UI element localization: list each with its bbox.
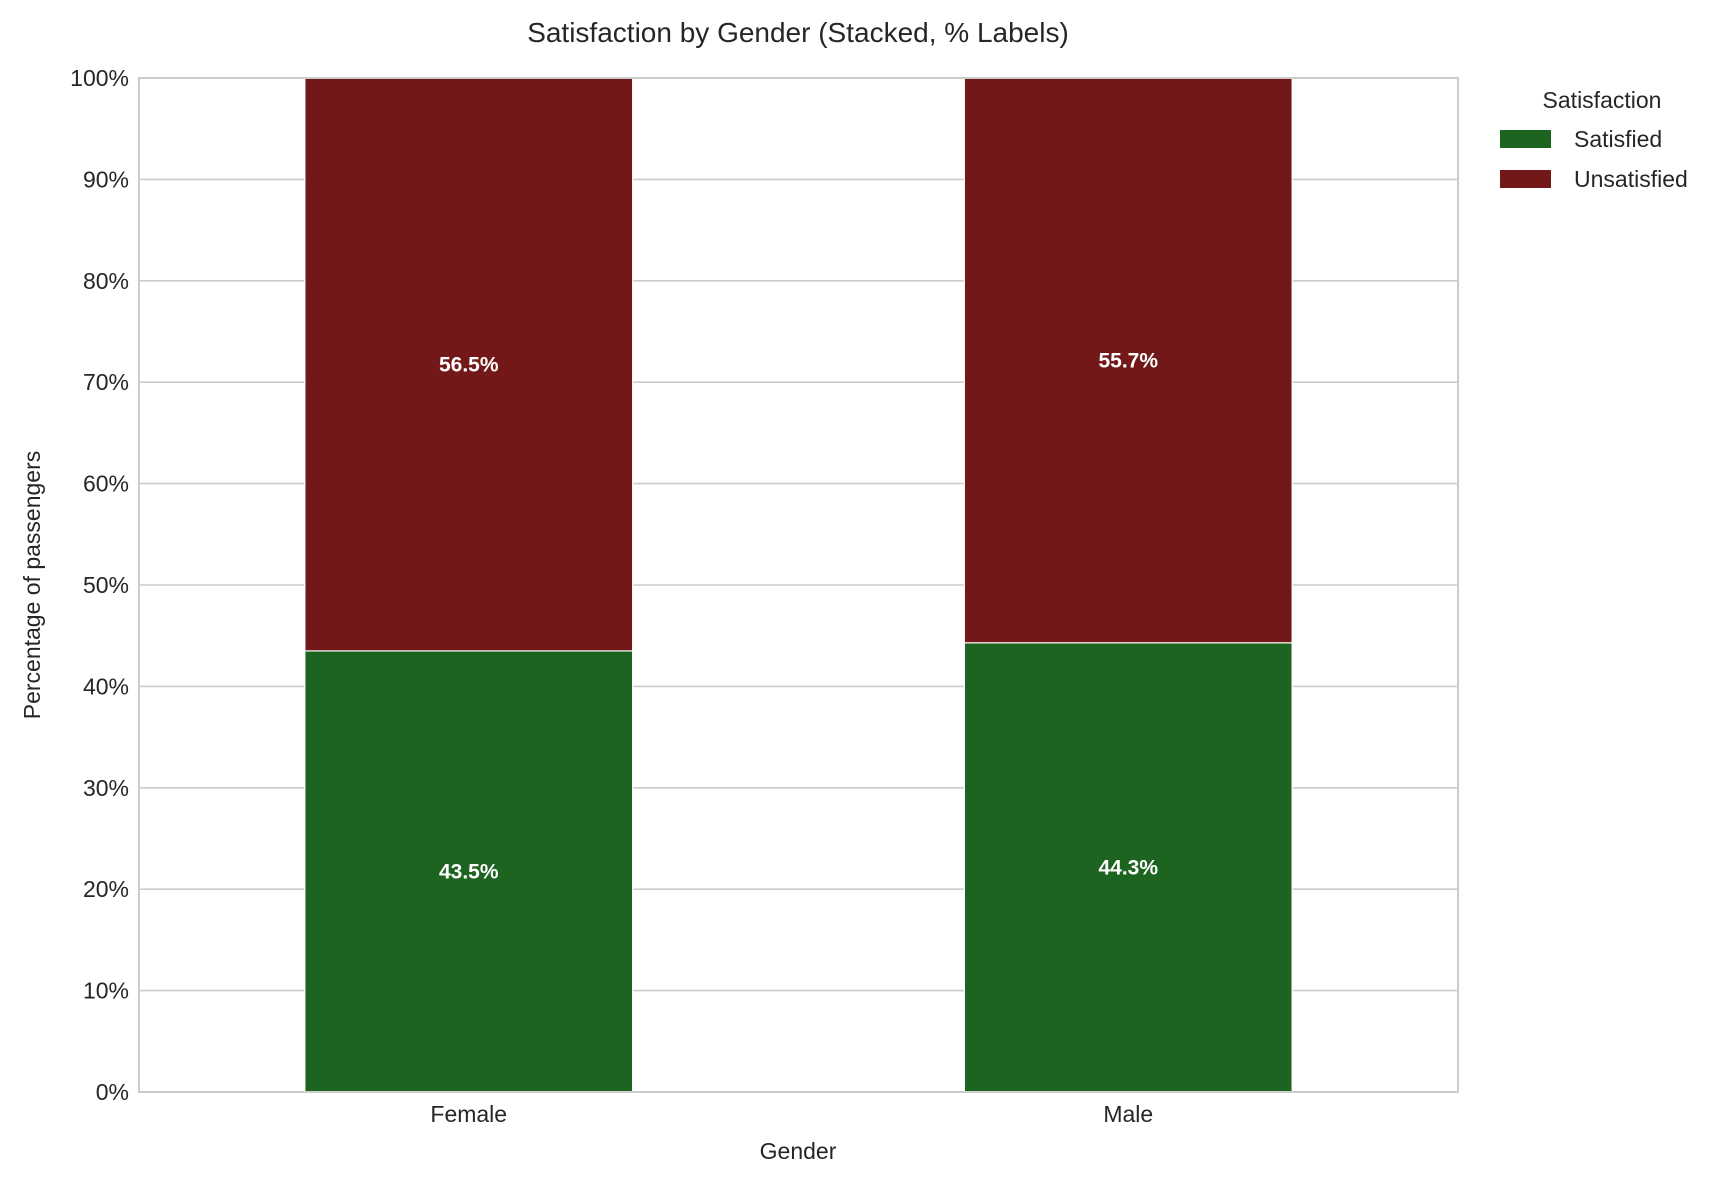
plot-frame: [138, 77, 1459, 1093]
legend-label: Satisfied: [1574, 126, 1662, 152]
bar-segment-unsatisfied: [963, 77, 1293, 644]
y-tick-label: 30%: [83, 775, 129, 801]
y-tick-label: 90%: [83, 166, 129, 192]
bar-data-labels: 43.5% 56.5% 44.3% 55.7%: [439, 349, 1158, 883]
y-tick-label: 70%: [83, 369, 129, 395]
y-axis-label: Percentage of passengers: [19, 451, 45, 720]
data-label: 44.3%: [1098, 856, 1158, 879]
y-axis-ticks: 0% 10% 20% 30% 40% 50% 60% 70% 80% 90% 100%: [70, 65, 129, 1105]
data-label: 56.5%: [439, 353, 499, 376]
legend-swatch: [1500, 130, 1551, 148]
x-axis-label: Gender: [760, 1138, 837, 1164]
chart-title: Satisfaction by Gender (Stacked, % Label…: [527, 17, 1069, 48]
legend-label: Unsatisfied: [1574, 166, 1688, 192]
y-tick-label: 40%: [83, 673, 129, 699]
bar-segment-satisfied: [963, 642, 1293, 1093]
bars: [304, 77, 1293, 1093]
y-tick-label: 80%: [83, 268, 129, 294]
y-tick-label: 50%: [83, 572, 129, 598]
y-tick-label: 0%: [96, 1079, 129, 1105]
y-tick-label: 10%: [83, 978, 129, 1004]
y-tick-label: 100%: [70, 65, 129, 91]
x-axis-ticks: Female Male: [430, 1101, 1153, 1127]
legend-swatch: [1500, 170, 1551, 188]
data-label: 43.5%: [439, 860, 499, 883]
data-label: 55.7%: [1098, 349, 1158, 372]
y-tick-label: 60%: [83, 471, 129, 497]
bar-segment-unsatisfied: [304, 77, 634, 652]
x-tick-label: Male: [1103, 1101, 1153, 1127]
legend-items: Satisfied Unsatisfied: [1500, 126, 1688, 192]
x-tick-label: Female: [430, 1101, 507, 1127]
bar-segment-satisfied: [304, 650, 634, 1093]
legend-title: Satisfaction: [1543, 87, 1662, 113]
y-tick-label: 20%: [83, 876, 129, 902]
legend: Satisfaction Satisfied Unsatisfied: [1500, 87, 1688, 192]
